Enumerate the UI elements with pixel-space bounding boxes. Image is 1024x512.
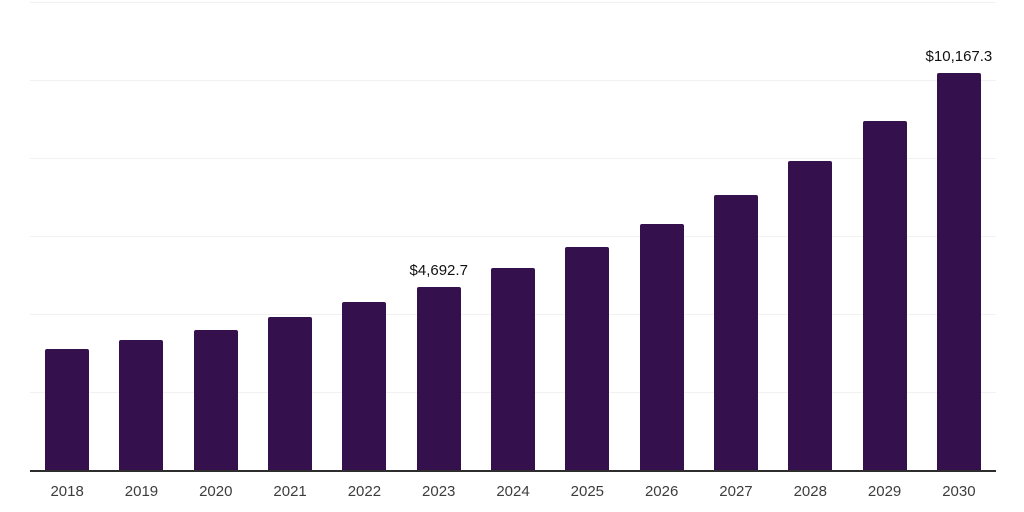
bar-2018	[45, 349, 90, 470]
bar-slot	[773, 2, 847, 470]
bar-2029	[862, 120, 907, 470]
bar-2023	[416, 287, 461, 470]
x-tick-label-2029: 2029	[867, 483, 902, 500]
x-tick-label-2025: 2025	[570, 483, 605, 500]
x-axis-line	[30, 470, 996, 472]
gridline-12000	[30, 1, 996, 3]
bar-slot	[253, 2, 327, 470]
value-label-2030: $10,167.3	[925, 48, 993, 66]
x-tick-label-2018: 2018	[50, 483, 84, 500]
x-axis-labels: 2018 2019 2020 2021 2022 2023 2024 2025 2026 2027…	[30, 482, 996, 502]
bar-2022	[342, 302, 387, 470]
bar-slot	[699, 2, 773, 470]
bar-2028	[788, 160, 833, 470]
x-tick-label-2030: 2030	[942, 483, 976, 500]
bar-slot	[327, 2, 401, 470]
bar-2025	[565, 247, 610, 470]
bar-2021	[268, 316, 313, 470]
bar-2020	[193, 330, 238, 470]
bar-slot	[847, 2, 921, 470]
bar-slot	[179, 2, 253, 470]
bar-2027	[713, 195, 758, 470]
bar-slot	[625, 2, 699, 470]
bar-2019	[119, 340, 164, 470]
x-tick-label-2021: 2021	[273, 483, 307, 500]
x-tick-label-2026: 2026	[644, 483, 679, 500]
gridline-10000	[30, 79, 996, 81]
bar-slot	[104, 2, 178, 470]
bar-2024	[491, 268, 536, 470]
bars-container: $4,692.7 $10,167.3	[30, 2, 996, 470]
gridline-8000	[30, 157, 996, 159]
bar-2030	[936, 73, 981, 470]
bar-slot	[476, 2, 550, 470]
x-tick-label-2028: 2028	[793, 483, 827, 500]
x-tick-label-2023: 2023	[422, 483, 456, 500]
gridline-6000	[30, 235, 996, 237]
x-tick-label-2019: 2019	[124, 483, 159, 500]
x-tick-label-2024: 2024	[496, 483, 530, 500]
value-label-2023: $4,692.7	[409, 262, 468, 279]
plot-area: $4,692.7 $10,167.3	[30, 1, 996, 470]
bar-slot: $4,692.7	[402, 2, 476, 470]
bar-2026	[639, 223, 684, 470]
x-tick-label-2027: 2027	[719, 483, 753, 500]
x-tick-label-2020: 2020	[199, 483, 233, 500]
x-tick-label-2022: 2022	[347, 483, 382, 500]
bar-slot	[550, 2, 624, 470]
bar-slot	[30, 2, 104, 470]
bar-slot: $10,167.3	[922, 2, 996, 470]
